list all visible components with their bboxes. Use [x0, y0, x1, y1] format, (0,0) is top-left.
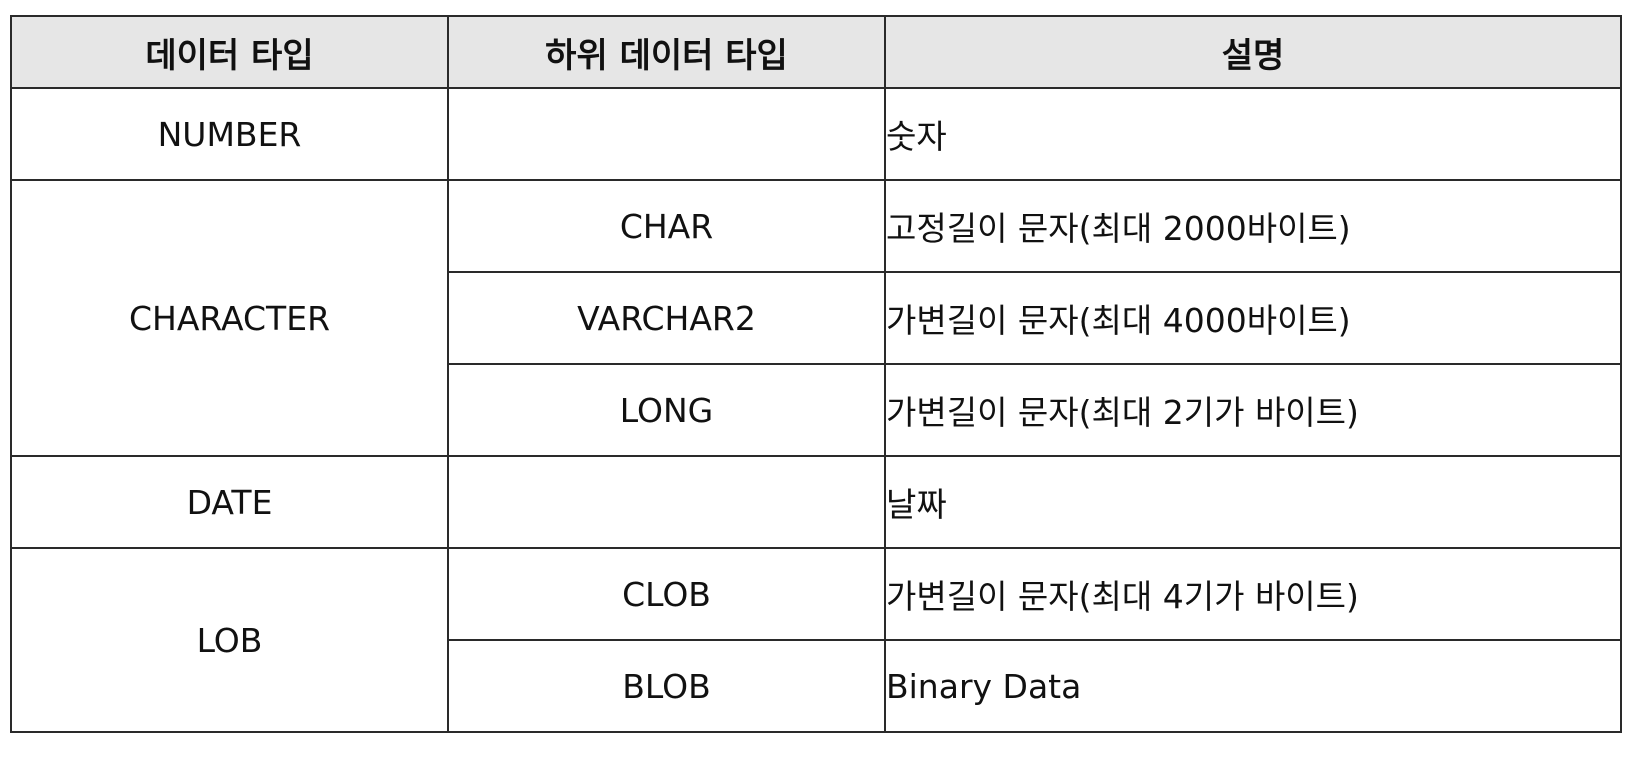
- table-row: BLOB Binary Data: [11, 639, 1622, 733]
- header-description: 설명: [884, 15, 1622, 89]
- table-row: DATE 날짜: [10, 455, 1622, 549]
- subtype-cell-blob: BLOB: [447, 639, 886, 733]
- type-cell-date: DATE: [10, 455, 449, 549]
- table-row: LONG 가변길이 문자(최대 2기가 바이트): [11, 363, 1622, 457]
- table-header: 데이터 타입 하위 데이터 타입 설명: [10, 15, 1622, 89]
- table-row: CHARACTER CHAR 고정길이 문자(최대 2000바이트): [10, 179, 1622, 457]
- header-sub-data-type: 하위 데이터 타입: [447, 15, 886, 89]
- description-cell: 고정길이 문자(최대 2000바이트): [884, 179, 1622, 273]
- table-row: NUMBER 숫자: [10, 87, 1622, 181]
- type-cell-lob: LOB: [10, 547, 449, 733]
- table-row: VARCHAR2 가변길이 문자(최대 4000바이트): [11, 271, 1622, 365]
- header-data-type: 데이터 타입: [10, 15, 449, 89]
- subtype-cell-long: LONG: [447, 363, 886, 457]
- header-row: 데이터 타입 하위 데이터 타입 설명: [10, 15, 1622, 89]
- description-cell: Binary Data: [884, 639, 1622, 733]
- subtype-cell-empty: [447, 87, 886, 181]
- type-cell-character: CHARACTER: [10, 179, 449, 457]
- description-cell: 가변길이 문자(최대 4기가 바이트): [884, 547, 1622, 641]
- subtype-cell-varchar2: VARCHAR2: [447, 271, 886, 365]
- data-type-table: 데이터 타입 하위 데이터 타입 설명 NUMBER 숫자 CHARACTER …: [10, 15, 1622, 733]
- subtype-cell-empty: [447, 455, 886, 549]
- description-cell: 날짜: [884, 455, 1622, 549]
- description-cell: 숫자: [884, 87, 1622, 181]
- table-body: NUMBER 숫자 CHARACTER CHAR 고정길이 문자(최대 2000…: [10, 87, 1622, 733]
- table-row: LOB CLOB 가변길이 문자(최대 4기가 바이트): [10, 547, 1622, 733]
- subtype-cell-char: CHAR: [447, 179, 886, 273]
- type-cell-number: NUMBER: [10, 87, 449, 181]
- subtype-cell-clob: CLOB: [447, 547, 886, 641]
- description-cell: 가변길이 문자(최대 4000바이트): [884, 271, 1622, 365]
- description-cell: 가변길이 문자(최대 2기가 바이트): [884, 363, 1622, 457]
